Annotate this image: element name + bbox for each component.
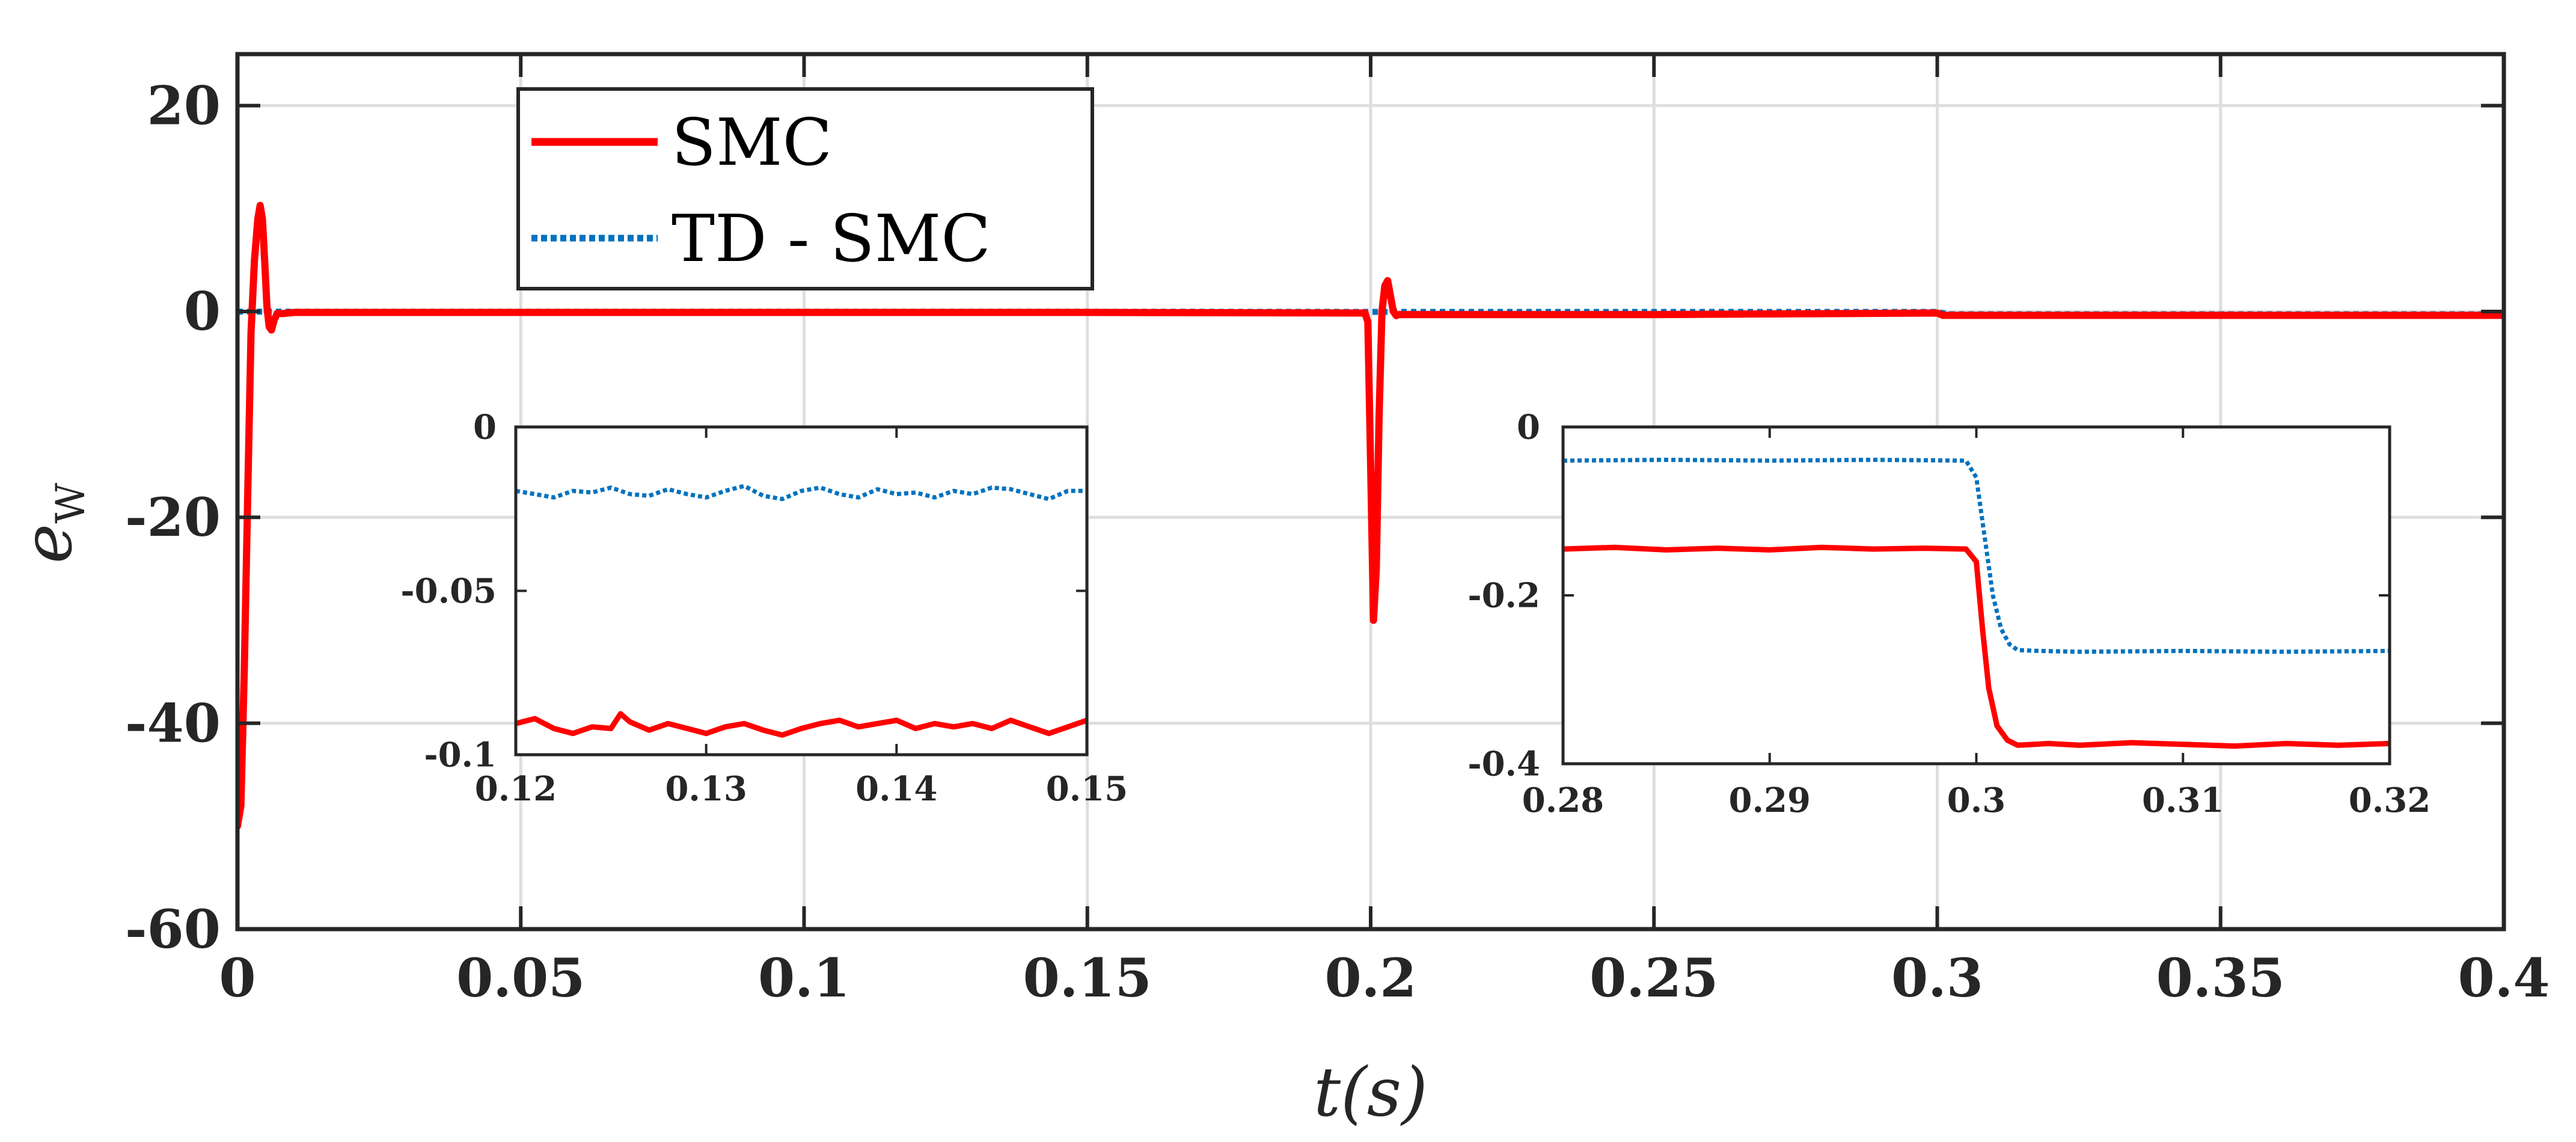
- inset2-xtick-label-1: 0.29: [1729, 781, 1811, 820]
- y-axis-title-subscript: W: [47, 483, 94, 524]
- legend-label-td-smc: TD - SMC: [672, 201, 991, 277]
- main-series-smc-line: [237, 201, 2504, 830]
- y-axis-title-main: e: [9, 524, 87, 563]
- inset1-xtick-label-0: 0.12: [475, 769, 557, 809]
- inset1-series-group: [516, 484, 1087, 738]
- inset2-xtick-label-0: 0.28: [1522, 781, 1604, 820]
- inset-plot-1: 0.12 0.13 0.14 0.15 0 -0.05 -0.1: [400, 408, 1128, 809]
- inset2-series-group: [1563, 458, 2390, 749]
- main-ytick-label-1: 0: [184, 280, 221, 343]
- legend-box: [516, 87, 1094, 290]
- main-xtick-label-7: 0.35: [2156, 947, 2285, 1009]
- inset2-series-smc-line: [1563, 544, 2390, 749]
- main-xtick-label-6: 0.3: [1891, 947, 1983, 1009]
- main-ytick-label-2: -20: [125, 486, 221, 548]
- main-xtick-label-0: 0: [219, 947, 255, 1009]
- inset1-series-smc-line: [516, 711, 1087, 738]
- main-series-group: [237, 201, 2504, 830]
- inset2-xtick-label-4: 0.32: [2349, 781, 2431, 820]
- inset2-series-td-smc-line: [1563, 458, 2390, 654]
- main-xtick-label-3: 0.15: [1023, 947, 1152, 1009]
- main-ytick-label-3: -40: [125, 692, 221, 754]
- inset2-ytick-label-2: -0.4: [1467, 744, 1540, 784]
- main-xtick-label-8: 0.4: [2458, 947, 2550, 1009]
- inset1-xtick-label-3: 0.15: [1046, 769, 1128, 809]
- inset1-plot-area: [516, 427, 1087, 755]
- inset1-ytick-label-1: -0.05: [400, 571, 497, 611]
- inset2-ytick-label-1: -0.2: [1467, 576, 1540, 616]
- inset-plot-2: 0.28 0.29 0.3 0.31 0.32 0 -0.2 -0.4: [1467, 408, 2431, 820]
- inset1-ytick-label-2: -0.1: [424, 735, 497, 775]
- inset2-xtick-label-3: 0.31: [2142, 781, 2224, 820]
- main-xtick-label-4: 0.2: [1324, 947, 1416, 1009]
- x-axis-title: t(s): [1314, 1054, 1428, 1132]
- inset2-xtick-label-2: 0.3: [1947, 781, 2005, 820]
- inset1-series-td-smc-line: [516, 484, 1087, 502]
- inset1-xtick-label-2: 0.14: [855, 769, 937, 809]
- main-xtick-label-1: 0.05: [456, 947, 585, 1009]
- main-xtick-label-2: 0.1: [758, 947, 850, 1009]
- inset1-ytick-label-0: 0: [473, 408, 497, 447]
- main-ytick-label-0: 20: [147, 74, 221, 137]
- inset1-xtick-label-1: 0.13: [665, 769, 747, 809]
- inset2-ytick-label-0: 0: [1517, 408, 1540, 447]
- legend: SMC TD - SMC: [516, 87, 1094, 290]
- main-xtick-label-5: 0.25: [1589, 947, 1718, 1009]
- legend-label-smc: SMC: [672, 105, 832, 180]
- main-ytick-label-4: -60: [125, 898, 221, 960]
- y-axis-title: eW: [9, 483, 94, 563]
- inset2-plot-area: [1563, 427, 2390, 764]
